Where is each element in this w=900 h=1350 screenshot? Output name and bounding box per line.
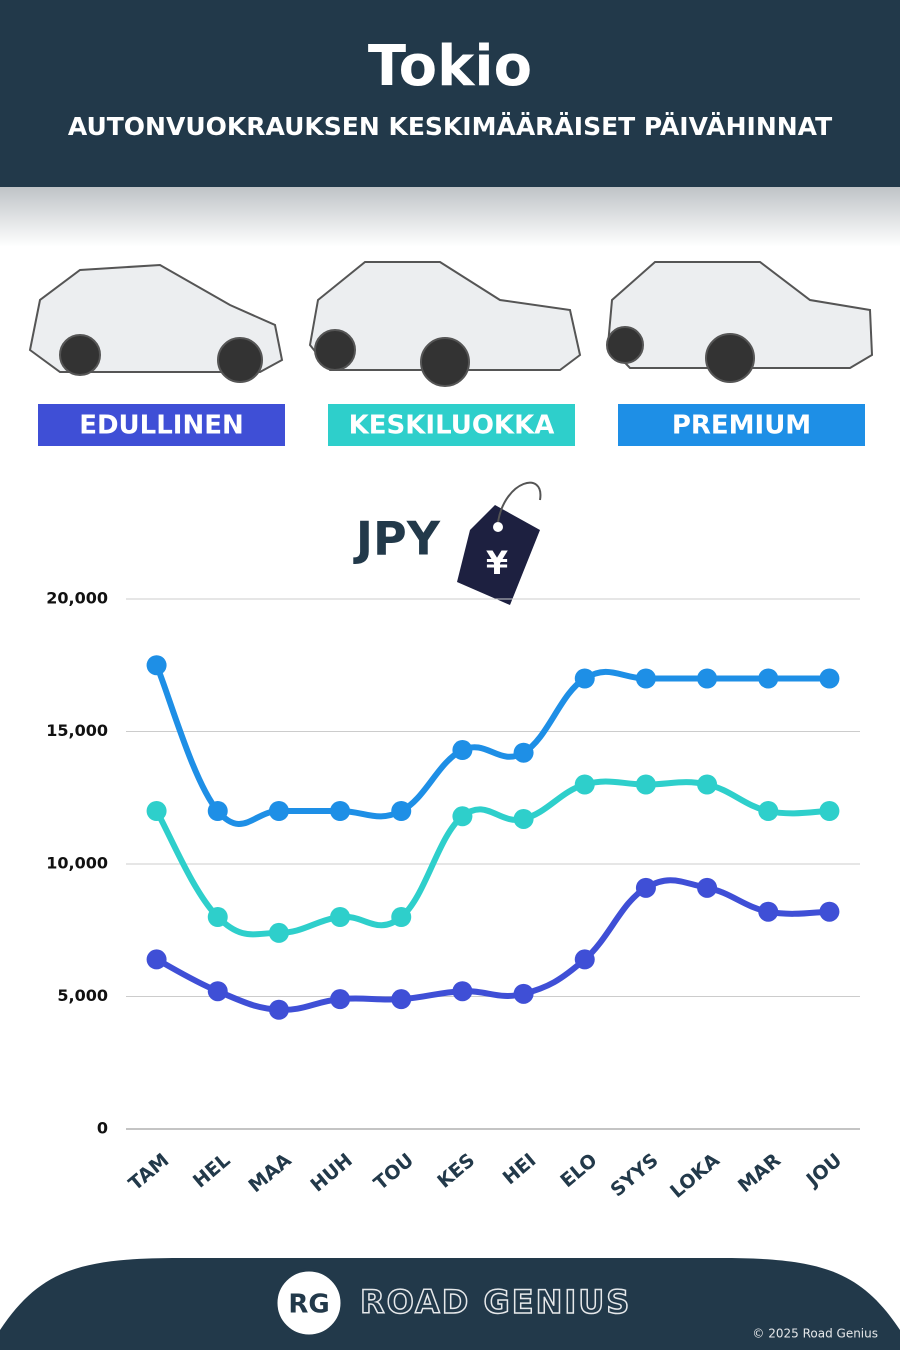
data-point	[635, 668, 656, 689]
data-point	[391, 801, 412, 821]
data-point	[452, 806, 473, 827]
y-tick-label: 5,000	[57, 986, 108, 1005]
chart-subtitle: AUTONVUOKRAUKSEN KESKIMÄÄRÄISET PÄIVÄHIN…	[68, 111, 832, 141]
data-point	[697, 877, 718, 898]
data-point	[330, 989, 351, 1010]
legend-badge	[328, 404, 575, 446]
data-point	[330, 907, 351, 927]
x-tick-label: MAA	[245, 1149, 296, 1197]
data-point	[819, 801, 840, 821]
car-premium	[606, 261, 874, 383]
data-point	[574, 774, 595, 795]
data-point	[391, 989, 412, 1010]
x-tick-label: KES	[433, 1149, 479, 1192]
data-point	[635, 774, 656, 795]
data-point	[268, 801, 289, 821]
data-point	[513, 808, 534, 829]
data-point	[758, 668, 779, 689]
y-tick-label: 20,000	[46, 589, 108, 608]
data-point	[391, 907, 412, 927]
y-tick-label: 0	[97, 1119, 108, 1138]
series-line	[153, 877, 833, 1013]
header-band	[0, 0, 900, 187]
y-tick-label: 15,000	[46, 721, 108, 740]
data-point	[758, 901, 779, 922]
legend-label: PREMIUM	[672, 411, 811, 441]
legend-label: KESKILUOKKA	[349, 411, 555, 441]
x-tick-label: MAR	[734, 1149, 785, 1197]
data-point	[697, 668, 718, 689]
x-tick-label: ELO	[556, 1149, 601, 1192]
data-point	[574, 949, 595, 970]
y-tick-label: 10,000	[46, 854, 108, 873]
x-tick-label: TOU	[370, 1149, 418, 1194]
car-midsize	[308, 261, 582, 387]
chart-title: Tokio	[368, 34, 532, 99]
data-point	[207, 801, 228, 821]
data-point	[268, 922, 289, 943]
data-point	[146, 655, 167, 676]
data-point	[697, 774, 718, 795]
legend-badge	[38, 404, 285, 446]
logo-text: RG	[288, 1290, 329, 1320]
data-point	[146, 949, 167, 970]
x-tick-label: HEL	[189, 1149, 235, 1192]
logo-circle	[274, 1268, 344, 1338]
data-point	[452, 740, 473, 761]
data-point	[452, 981, 473, 1002]
header-shadow	[0, 187, 900, 247]
data-point	[207, 981, 228, 1002]
brand-name: ROAD GENIUS	[360, 1283, 631, 1321]
legend-label: EDULLINEN	[79, 411, 244, 441]
data-point	[819, 901, 840, 922]
x-tick-label: TAM	[125, 1149, 174, 1195]
x-tick-label: SYYS	[606, 1149, 662, 1201]
x-tick-label: HEI	[499, 1149, 541, 1189]
data-point	[574, 668, 595, 689]
x-tick-label: LOKA	[666, 1149, 724, 1203]
car-economy	[28, 263, 284, 383]
data-point	[635, 877, 656, 898]
data-point	[819, 668, 840, 689]
svg-text:¥: ¥	[486, 544, 508, 582]
series-line	[153, 778, 833, 938]
data-point	[513, 742, 534, 763]
data-point	[146, 801, 167, 821]
footer-band	[0, 1258, 900, 1350]
data-point	[207, 907, 228, 927]
data-point	[268, 999, 289, 1020]
price-tag: ¥	[457, 481, 542, 605]
data-point	[758, 801, 779, 821]
unit-label: JPY	[353, 512, 441, 566]
x-tick-label: JOU	[801, 1149, 846, 1192]
data-point	[330, 801, 351, 821]
series-line	[153, 662, 833, 827]
copyright: © 2025 Road Genius	[752, 1327, 878, 1341]
x-tick-label: HUH	[307, 1149, 357, 1196]
data-point	[513, 983, 534, 1004]
legend-badge	[618, 404, 865, 446]
